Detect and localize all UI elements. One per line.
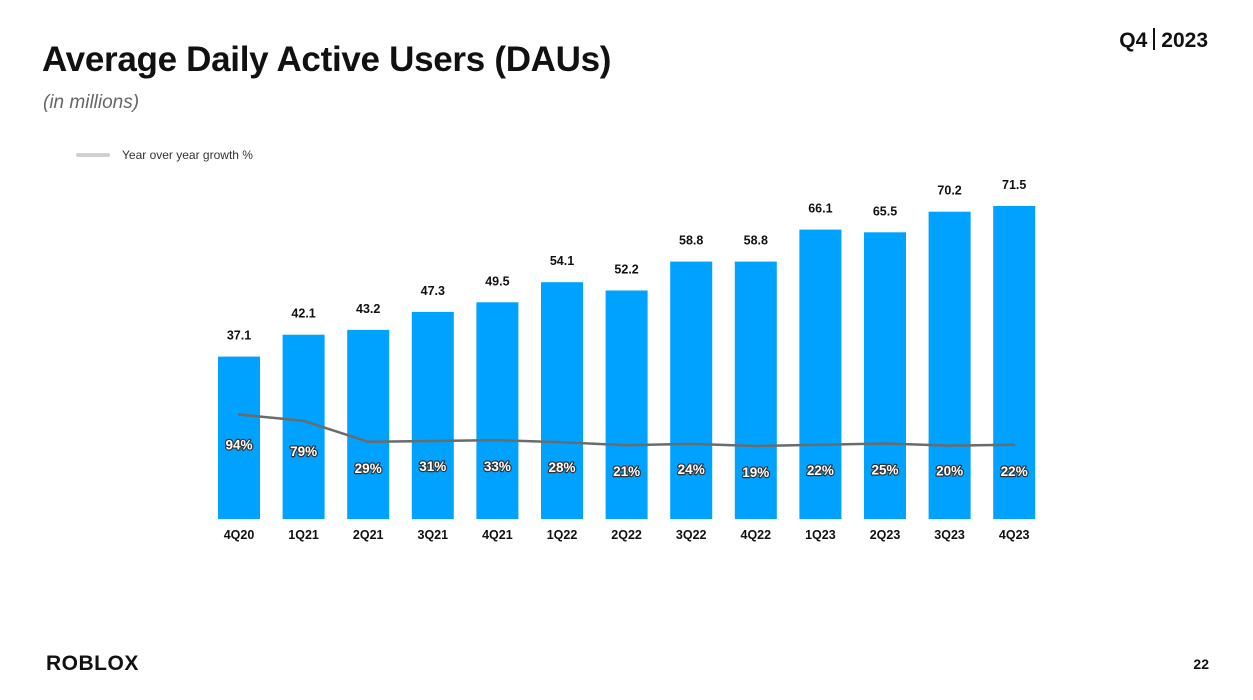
x-tick-label: 1Q23: [805, 528, 836, 542]
x-tick-label: 3Q22: [676, 528, 707, 542]
period-year: 2023: [1161, 29, 1208, 52]
x-tick-label: 4Q23: [999, 528, 1030, 542]
growth-label: 94%: [225, 438, 252, 453]
bar-value-label: 70.2: [937, 184, 961, 198]
bar-value-label: 58.8: [679, 234, 703, 248]
growth-label: 24%: [678, 462, 705, 477]
bar-value-label: 47.3: [421, 284, 445, 298]
bar-4Q22: [734, 261, 777, 519]
x-tick-label: 4Q21: [482, 528, 513, 542]
bar-2Q23: [864, 232, 906, 520]
x-tick-label: 4Q20: [224, 528, 255, 542]
growth-label: 20%: [936, 464, 963, 479]
roblox-logo: ROBLOX: [46, 652, 139, 675]
bar-value-label: 58.8: [744, 234, 768, 248]
bar-value-label: 65.5: [873, 204, 897, 218]
growth-label: 22%: [807, 463, 834, 478]
bar-value-label: 42.1: [291, 307, 315, 321]
bar-4Q23: [993, 206, 1036, 519]
growth-line: [237, 413, 1016, 448]
bar-value-label: 37.1: [227, 329, 251, 343]
x-tick-label: 4Q22: [741, 528, 772, 542]
bar-2Q22: [605, 290, 648, 519]
bar-value-label: 43.2: [356, 302, 380, 316]
growth-label: 31%: [419, 459, 446, 474]
period-separator: [1153, 28, 1156, 50]
page-title: Average Daily Active Users (DAUs): [42, 40, 612, 79]
bar-value-label: 71.5: [1002, 178, 1026, 192]
bar-1Q22: [541, 282, 583, 519]
bar-3Q21: [411, 311, 454, 519]
bar-2Q21: [347, 329, 390, 519]
bar-4Q21: [476, 302, 519, 519]
growth-label: 79%: [290, 444, 317, 459]
growth-label: 29%: [355, 461, 382, 476]
bar-4Q20: [218, 356, 260, 519]
bar-1Q23: [799, 229, 842, 519]
growth-label: 22%: [1001, 464, 1028, 479]
growth-label: 28%: [548, 460, 575, 475]
growth-label: 21%: [613, 464, 640, 479]
bar-value-label: 66.1: [808, 202, 832, 216]
x-tick-label: 1Q22: [547, 528, 578, 542]
growth-label: 33%: [484, 459, 511, 474]
x-tick-label: 2Q21: [353, 528, 384, 542]
legend-label-growth: Year over year growth %: [122, 148, 253, 162]
x-tick-label: 2Q22: [611, 528, 642, 542]
page-subtitle: (in millions): [43, 92, 140, 113]
growth-label: 25%: [871, 463, 898, 478]
bar-3Q23: [928, 211, 971, 519]
legend-swatch-growth: [76, 153, 110, 157]
period-label: Q4 2023: [1119, 28, 1208, 53]
page-number: 22: [1193, 656, 1209, 672]
period-quarter: Q4: [1119, 29, 1148, 52]
x-tick-label: 2Q23: [870, 528, 901, 542]
bar-value-label: 54.1: [550, 254, 574, 268]
chart-legend: Year over year growth %: [76, 148, 253, 162]
x-tick-label: 1Q21: [288, 528, 319, 542]
bar-1Q21: [282, 334, 325, 519]
bar-3Q22: [670, 261, 713, 519]
bar-value-label: 52.2: [614, 263, 638, 277]
growth-label: 19%: [742, 465, 769, 480]
x-tick-label: 3Q21: [418, 528, 449, 542]
x-tick-label: 3Q23: [934, 528, 965, 542]
bar-value-label: 49.5: [485, 274, 509, 288]
